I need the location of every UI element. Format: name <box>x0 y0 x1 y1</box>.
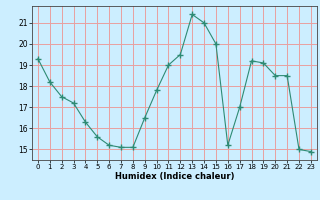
X-axis label: Humidex (Indice chaleur): Humidex (Indice chaleur) <box>115 172 234 181</box>
